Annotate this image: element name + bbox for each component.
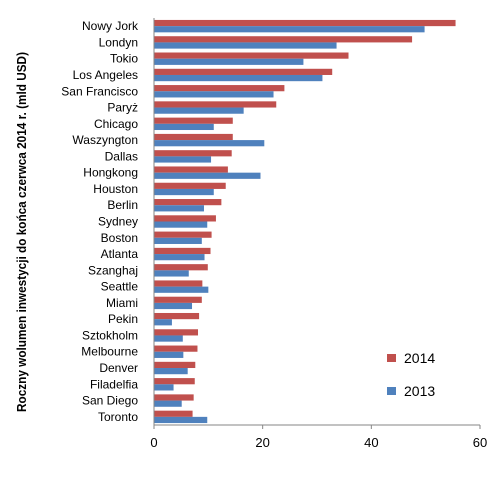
bar-2013-24: [154, 416, 208, 424]
x-tick-label: 0: [150, 435, 157, 450]
bar-2014-18: [154, 312, 200, 320]
category-label: Atlanta: [101, 247, 139, 261]
category-label: Waszyngton: [72, 133, 138, 147]
x-tick-label: 20: [255, 435, 269, 450]
bar-2013-3: [154, 74, 323, 82]
category-label: Boston: [101, 231, 138, 245]
bar-2013-22: [154, 384, 174, 391]
bar-2013-20: [154, 351, 184, 358]
bar-2014-6: [154, 117, 233, 124]
category-label: Szanghaj: [88, 263, 138, 277]
bar-2014-0: [154, 19, 456, 27]
x-tick-labels: 0 20 40 60: [150, 425, 487, 450]
bar-2014-4: [154, 85, 285, 92]
bar-2014-8: [154, 150, 232, 157]
bar-2013-1: [154, 42, 337, 49]
legend-label-2014: 2014: [404, 350, 435, 366]
category-label: Miami: [106, 296, 138, 310]
bar-2014-13: [154, 231, 212, 238]
bar-2013-6: [154, 123, 214, 131]
category-label: Los Angeles: [73, 68, 138, 82]
y-axis-title: Roczny wolumen inwestycji do końca czerw…: [14, 52, 29, 412]
bar-2013-2: [154, 58, 304, 65]
bar-2013-14: [154, 254, 205, 261]
category-label: Melbourne: [81, 345, 138, 359]
bar-2013-19: [154, 335, 183, 342]
bar-2014-9: [154, 166, 228, 173]
bar-2014-20: [154, 345, 198, 352]
bar-2013-10: [154, 188, 214, 196]
category-label: Toronto: [98, 410, 138, 424]
category-label: Sydney: [98, 215, 138, 229]
bar-2013-8: [154, 156, 212, 163]
bar-2013-4: [154, 91, 274, 98]
category-label: Denver: [99, 361, 138, 375]
category-label: Seattle: [101, 280, 139, 294]
bar-2014-14: [154, 247, 211, 255]
legend-swatch-2014: [387, 354, 396, 362]
bar-2013-12: [154, 221, 208, 228]
bars-layer: [154, 19, 456, 424]
category-label: San Diego: [82, 394, 138, 408]
category-label: Paryż: [107, 101, 138, 115]
bar-2014-21: [154, 361, 196, 369]
bar-2013-9: [154, 172, 261, 179]
bar-2014-22: [154, 378, 195, 385]
bar-2014-19: [154, 329, 199, 336]
bar-2014-10: [154, 182, 226, 189]
legend-label-2013: 2013: [404, 383, 435, 399]
bar-2013-0: [154, 26, 425, 33]
bar-2014-23: [154, 394, 194, 401]
bar-2014-17: [154, 296, 202, 303]
category-labels: Nowy Jork Londyn Tokio Los Angeles San Franc…: [61, 19, 139, 424]
bar-2013-21: [154, 368, 188, 375]
bar-2013-11: [154, 205, 204, 212]
category-label: Chicago: [94, 117, 138, 131]
category-label: Tokio: [110, 52, 138, 66]
bar-2014-12: [154, 215, 216, 222]
bar-2013-15: [154, 270, 189, 277]
bar-2013-18: [154, 319, 172, 326]
bar-2014-5: [154, 101, 277, 108]
bar-2014-1: [154, 36, 413, 43]
bar-2013-13: [154, 237, 202, 244]
bar-2013-23: [154, 400, 182, 407]
bar-2014-3: [154, 68, 333, 75]
bar-2014-24: [154, 410, 193, 417]
category-label: San Francisco: [61, 84, 138, 98]
bar-2013-17: [154, 302, 193, 310]
category-label: Pekin: [108, 312, 138, 326]
bar-2013-5: [154, 107, 244, 114]
category-label: Berlin: [107, 198, 138, 212]
bar-2014-11: [154, 199, 222, 206]
bar-2013-16: [154, 286, 209, 293]
x-tick-label: 60: [473, 435, 487, 450]
bar-2013-7: [154, 140, 265, 147]
category-label: Londyn: [99, 35, 138, 49]
bar-2014-15: [154, 264, 208, 271]
category-label: Nowy Jork: [82, 19, 139, 33]
legend-swatch-2013: [387, 387, 396, 395]
category-label: Filadelfia: [90, 377, 138, 391]
legend: 2014 2013: [387, 350, 435, 399]
x-tick-label: 40: [364, 435, 378, 450]
category-label: Hongkong: [83, 166, 138, 180]
category-label: Sztokholm: [82, 328, 138, 342]
category-label: Dallas: [105, 149, 138, 163]
bar-2014-16: [154, 280, 203, 287]
bar-2014-7: [154, 133, 233, 141]
bar-2014-2: [154, 52, 349, 59]
category-label: Houston: [93, 182, 138, 196]
